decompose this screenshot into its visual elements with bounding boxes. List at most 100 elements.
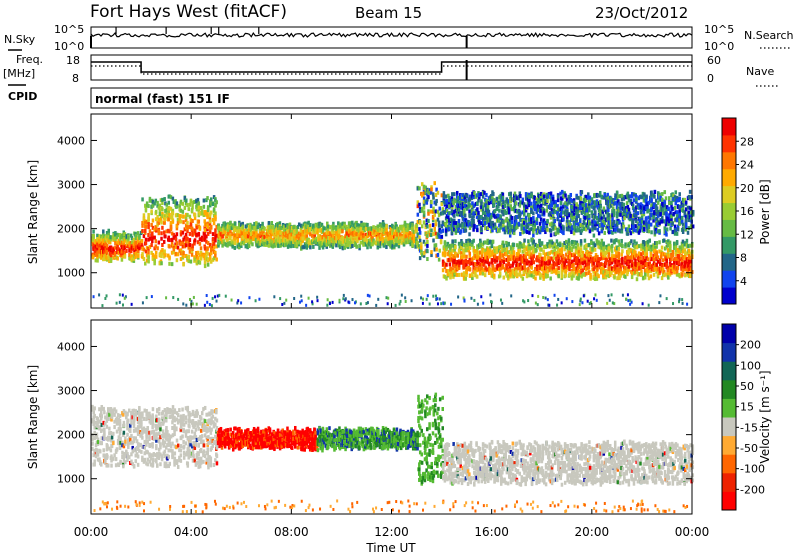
echo-cell <box>171 262 174 266</box>
echo-cell <box>469 226 472 230</box>
echo-cell <box>200 256 203 260</box>
echo-cell <box>155 210 158 214</box>
echo-cell <box>341 236 344 240</box>
echo-cell <box>417 213 420 217</box>
echo-cell <box>152 219 155 223</box>
echo-cell <box>207 208 210 212</box>
echo-cell <box>686 239 689 243</box>
echo-cell <box>168 262 171 266</box>
echo-cell <box>497 214 500 218</box>
echo-cell <box>186 237 189 241</box>
echo-cell <box>184 206 187 210</box>
echo-cell <box>427 219 430 223</box>
echo-cell <box>462 223 465 227</box>
echo-cell <box>636 277 639 281</box>
echo-cell <box>147 204 150 208</box>
echo-cell <box>455 221 458 225</box>
echo-cell <box>141 197 144 201</box>
echo-cell <box>624 266 627 270</box>
cpid-label: CPID <box>8 90 37 103</box>
echo-cell <box>153 236 156 240</box>
echo-cell <box>496 197 499 201</box>
echo-cell <box>212 237 215 241</box>
beam-label: Beam 15 <box>355 4 422 22</box>
echo-cell <box>301 237 304 241</box>
echo-cell <box>499 199 502 203</box>
echo-cell <box>443 195 446 199</box>
echo-cell <box>678 261 681 265</box>
echo-cell <box>544 257 547 261</box>
echo-cell <box>155 251 158 255</box>
echo-cell <box>502 254 505 258</box>
echo-cell <box>200 246 203 250</box>
echo-cell <box>502 200 505 204</box>
echo-cell <box>438 224 441 228</box>
echo-cell <box>621 261 624 265</box>
echo-cell <box>458 219 461 223</box>
echo-cell <box>480 202 483 206</box>
echo-cell <box>228 226 231 230</box>
echo-cell <box>147 255 150 259</box>
echo-cell <box>238 234 241 238</box>
echo-cell <box>127 236 130 240</box>
echo-cell <box>476 228 479 232</box>
echo-cell <box>615 238 618 242</box>
echo-cell <box>147 251 150 255</box>
echo-cell <box>188 259 191 263</box>
echo-cell <box>564 274 567 278</box>
echo-cell <box>189 243 192 247</box>
echo-cell <box>191 219 194 223</box>
echo-cell <box>209 219 212 223</box>
echo-cell <box>261 222 264 226</box>
echo-cell <box>383 223 386 227</box>
echo-cell <box>411 223 414 227</box>
echo-cell <box>437 191 440 195</box>
echo-cell <box>430 250 433 254</box>
echo-cell <box>372 225 375 229</box>
echo-cell <box>540 248 543 252</box>
echo-cell <box>385 224 388 228</box>
echo-cell <box>155 255 158 259</box>
echo-cell <box>600 252 603 256</box>
echo-cell <box>435 199 438 203</box>
echo-cell <box>160 261 163 265</box>
echo-cell <box>106 244 109 248</box>
echo-cell <box>426 249 429 253</box>
echo-cell <box>466 194 469 198</box>
echo-cell <box>602 242 605 246</box>
echo-cell <box>478 215 481 219</box>
echo-cell <box>631 271 634 275</box>
echo-cell <box>255 221 258 225</box>
echo-cell <box>469 252 472 256</box>
echo-cell <box>182 210 185 214</box>
echo-cell <box>468 232 471 236</box>
echo-cell <box>236 239 239 243</box>
echo-cell <box>478 220 481 224</box>
echo-cell <box>647 257 650 261</box>
echo-cell <box>433 213 436 217</box>
echo-cell <box>571 240 574 244</box>
station-title: Fort Hays West (fitACF) <box>90 2 287 22</box>
echo-cell <box>158 241 161 245</box>
echo-cell <box>545 266 548 270</box>
echo-cell <box>665 259 668 263</box>
echo-cell <box>419 231 422 235</box>
echo-cell <box>426 244 429 248</box>
nave-label: Nave <box>746 65 774 78</box>
echo-cell <box>248 244 251 248</box>
echo-cell <box>513 251 516 255</box>
echo-cell <box>631 263 634 267</box>
echo-cell <box>151 237 154 241</box>
echo-cell <box>657 260 660 264</box>
echo-cell <box>477 211 480 215</box>
echo-cell <box>213 221 216 225</box>
echo-cell <box>173 247 176 251</box>
echo-cell <box>541 241 544 245</box>
nsky-tick-bottom: 10^0 <box>54 40 84 53</box>
echo-cell <box>672 253 675 257</box>
echo-cell <box>480 227 483 231</box>
echo-cell <box>427 212 430 216</box>
echo-cell <box>485 193 488 197</box>
echo-cell <box>533 254 536 258</box>
